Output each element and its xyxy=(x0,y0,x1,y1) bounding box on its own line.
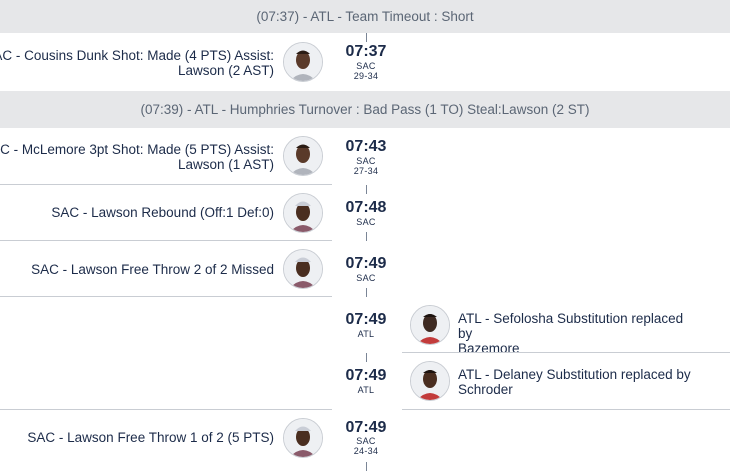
team-label: ATL xyxy=(357,385,375,395)
play-text-line: SAC - McLemore 3pt Shot: Made (5 PTS) As… xyxy=(0,142,274,157)
score-label: 27-34 xyxy=(353,166,379,176)
game-clock: 07:49 xyxy=(345,255,387,272)
team-label: SAC xyxy=(356,273,376,283)
play-text-line: SAC - Cousins Dunk Shot: Made (4 PTS) As… xyxy=(0,48,274,63)
team-label: SAC xyxy=(356,217,376,227)
player-headshot-icon xyxy=(410,361,450,401)
play-text-line: SAC - Lawson Free Throw 1 of 2 (5 PTS) xyxy=(27,430,274,445)
play-row: SAC - McLemore 3pt Shot: Made (5 PTS) As… xyxy=(0,128,730,185)
row-divider xyxy=(402,352,730,353)
timeout-banner: (07:37) - ATL - Team Timeout : Short xyxy=(0,0,730,33)
play-text-line: Lawson (2 AST) xyxy=(177,63,274,78)
play-description: ATL - Sefolosha Substitution replaced by… xyxy=(458,311,698,356)
row-divider xyxy=(0,240,332,241)
game-clock: 07:49 xyxy=(345,367,387,384)
play-description: SAC - Cousins Dunk Shot: Made (4 PTS) As… xyxy=(0,48,274,78)
player-headshot-icon xyxy=(283,136,323,176)
game-clock: 07:48 xyxy=(345,199,387,216)
game-clock: 07:37 xyxy=(345,43,387,60)
play-description: SAC - Lawson Free Throw 2 of 2 Missed xyxy=(0,262,274,277)
game-clock: 07:49 xyxy=(345,419,387,436)
row-divider xyxy=(0,184,332,185)
team-label: SAC xyxy=(356,61,376,71)
play-description: SAC - Lawson Rebound (Off:1 Def:0) xyxy=(0,205,274,220)
team-label: SAC xyxy=(356,156,376,166)
play-text-line: SAC - Lawson Rebound (Off:1 Def:0) xyxy=(51,205,274,220)
player-headshot-icon xyxy=(283,193,323,233)
play-row: SAC - Lawson Free Throw 1 of 2 (5 PTS) 0… xyxy=(0,410,730,472)
play-row: SAC - Lawson Rebound (Off:1 Def:0) 07:48… xyxy=(0,185,730,241)
play-row: 07:49 ATL ATL - Delaney Substitution rep… xyxy=(0,353,730,410)
player-headshot-icon xyxy=(283,249,323,289)
play-text-line: Schroder xyxy=(458,382,513,397)
score-label: 29-34 xyxy=(353,71,379,81)
player-headshot-icon xyxy=(410,305,450,345)
score-label: 24-34 xyxy=(353,446,379,456)
row-divider xyxy=(0,296,332,297)
team-label: SAC xyxy=(356,436,376,446)
play-text-line: ATL - Delaney Substitution replaced by xyxy=(458,367,691,382)
game-clock: 07:43 xyxy=(345,138,387,155)
row-divider xyxy=(402,409,730,410)
play-row: SAC - Cousins Dunk Shot: Made (4 PTS) As… xyxy=(0,33,730,91)
play-description: SAC - McLemore 3pt Shot: Made (5 PTS) As… xyxy=(0,142,274,172)
player-headshot-icon xyxy=(283,42,323,82)
play-text-line: Lawson (1 AST) xyxy=(177,157,274,172)
team-label: ATL xyxy=(357,329,375,339)
row-divider xyxy=(0,409,332,410)
player-headshot-icon xyxy=(283,418,323,458)
turnover-banner: (07:39) - ATL - Humphries Turnover : Bad… xyxy=(0,91,730,128)
play-text-line: SAC - Lawson Free Throw 2 of 2 Missed xyxy=(31,262,274,277)
game-clock: 07:49 xyxy=(345,311,387,328)
play-row: SAC - Lawson Free Throw 2 of 2 Missed 07… xyxy=(0,241,730,297)
play-description: SAC - Lawson Free Throw 1 of 2 (5 PTS) xyxy=(0,430,274,445)
play-description: ATL - Delaney Substitution replaced by S… xyxy=(458,367,698,397)
play-text-line: ATL - Sefolosha Substitution replaced by xyxy=(458,311,684,341)
banner-text: (07:37) - ATL - Team Timeout : Short xyxy=(256,9,474,24)
play-row: 07:49 ATL ATL - Sefolosha Substitution r… xyxy=(0,297,730,356)
banner-text: (07:39) - ATL - Humphries Turnover : Bad… xyxy=(140,102,590,117)
